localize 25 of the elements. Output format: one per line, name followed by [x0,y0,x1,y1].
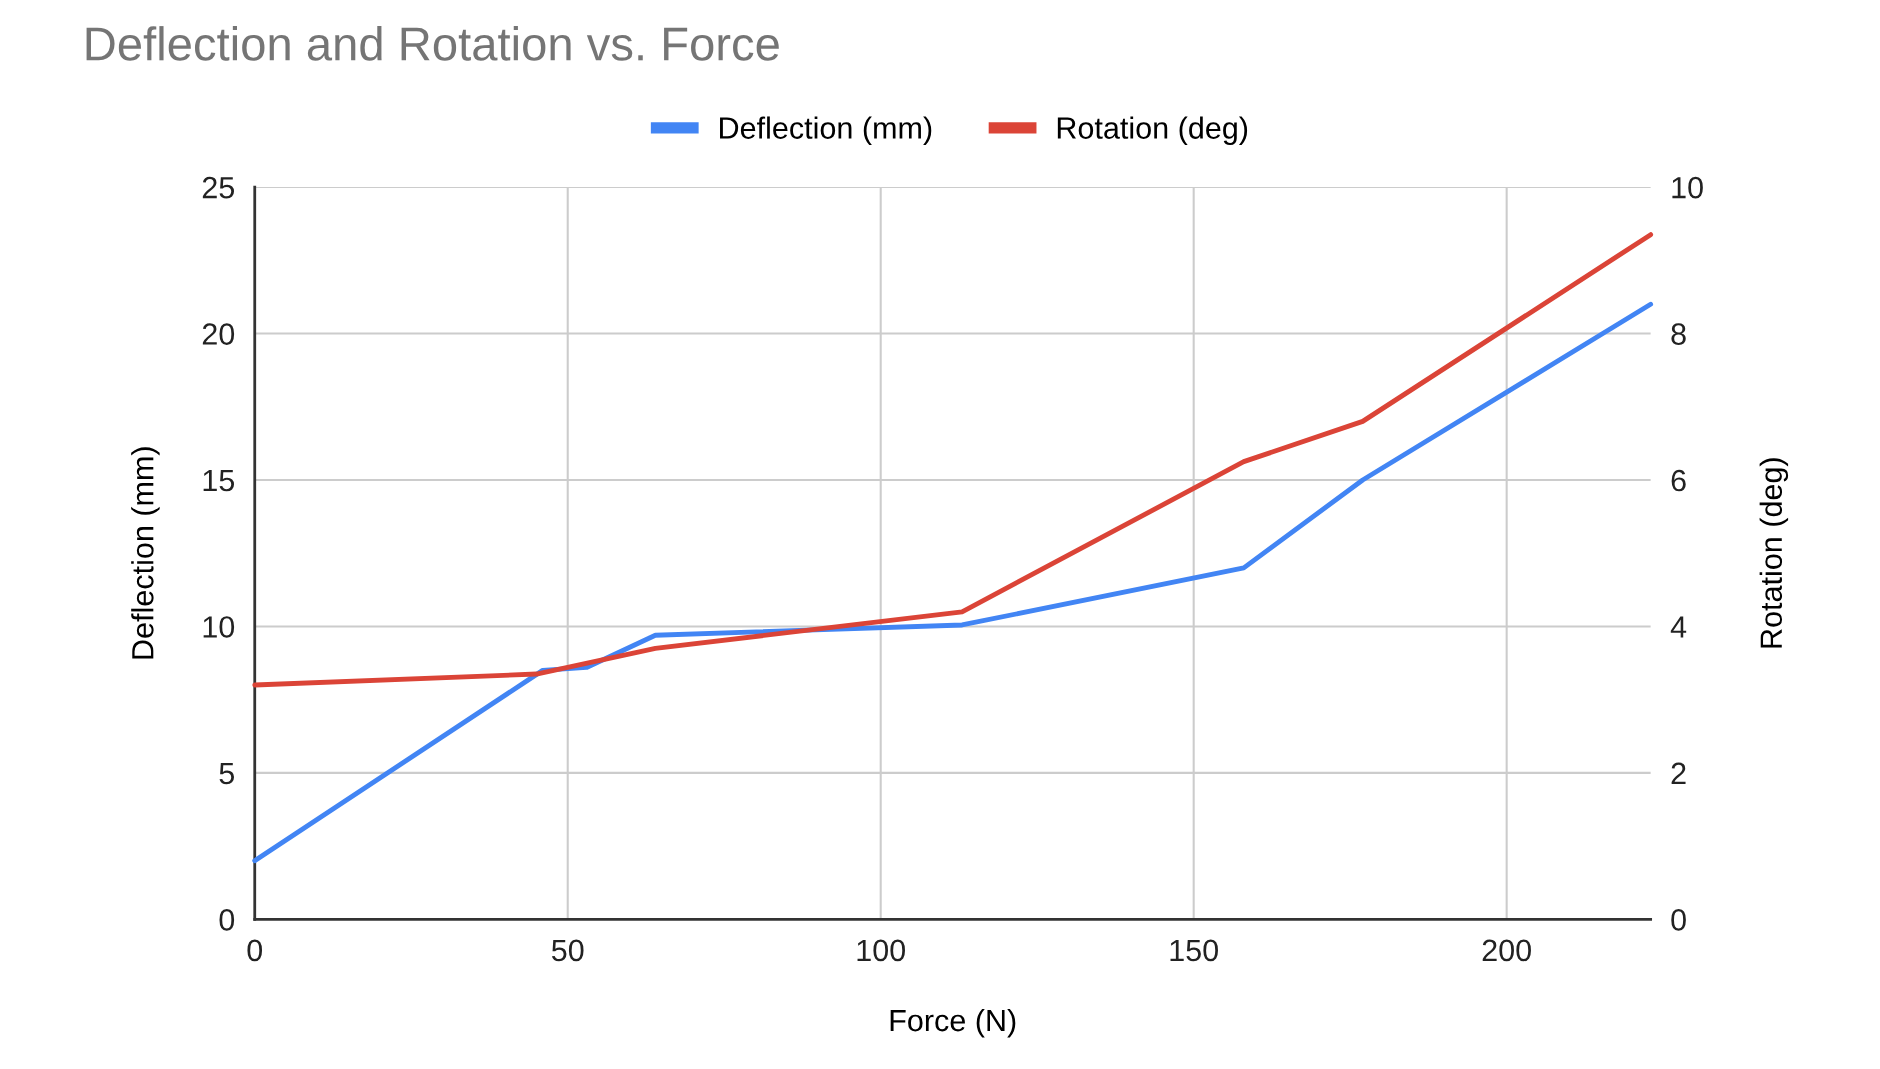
chart-title: Deflection and Rotation vs. Force [86,26,779,61]
x-tick-label: 200 [1482,939,1531,962]
y2-tick-label: 0 [1671,909,1686,931]
x-tick-label: 50 [551,939,584,962]
line-series [252,232,1654,688]
x-tick-label: 0 [247,939,263,962]
y2-tick-label: 6 [1671,469,1686,492]
y2-tick-label: 10 [1672,176,1703,199]
x-tick-label: 100 [857,939,905,962]
y2-axis-title: Rotation (deg) [1759,458,1789,648]
legend-label: Rotation (deg) [1057,116,1248,145]
y-tick-label: 20 [202,323,235,345]
y-axis-title: Deflection (mm) [131,447,160,659]
x-tick-label: 150 [1170,939,1218,962]
y2-tick-label: 4 [1670,616,1687,638]
y-tick-label: 10 [203,616,235,638]
legend-label: Deflection (mm) [720,116,932,145]
y2-tick-label: 8 [1671,323,1686,345]
y-tick-label: 15 [203,470,235,492]
x-axis-title: Force (N) [890,1008,1016,1038]
y-tick-label: 25 [202,176,235,199]
y-tick-label: 5 [219,762,235,785]
y-tick-label: 0 [219,909,235,931]
y2-tick-label: 2 [1671,762,1686,784]
line-series [252,301,1654,864]
